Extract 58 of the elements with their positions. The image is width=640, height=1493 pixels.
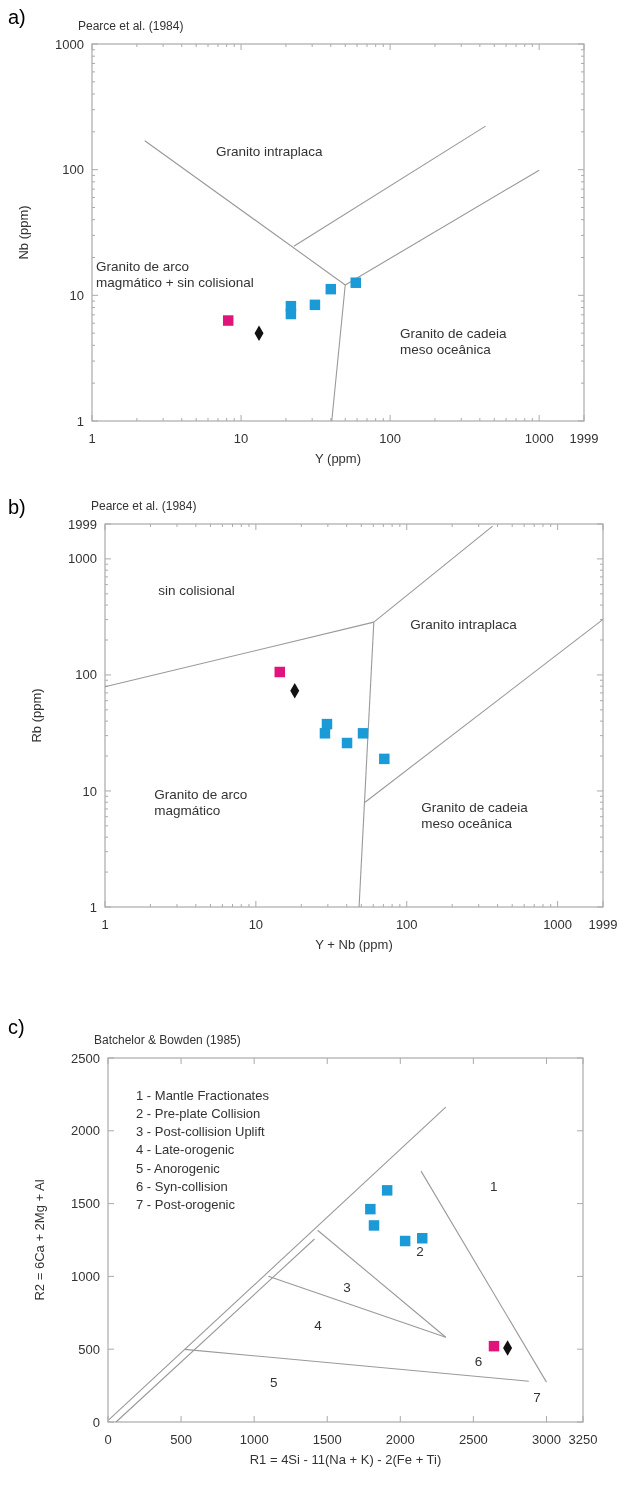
annotation: Granito de arco magmático xyxy=(154,786,248,818)
chart-title: a) xyxy=(8,6,26,28)
annotation: Granito de cadeia meso oceânica xyxy=(399,325,508,357)
chart-title: c) xyxy=(8,1016,25,1038)
y-tick-label: 1000 xyxy=(68,551,97,567)
x-axis-title: Y (ppm) xyxy=(315,451,361,466)
x-tick-label: 1999 xyxy=(569,431,599,446)
chart-subtitle: Batchelor & Bowden (1985) xyxy=(94,1033,241,1047)
annotation: sin colisional xyxy=(158,582,235,598)
y-tick-label: 1 xyxy=(76,413,84,429)
annotation: 5 xyxy=(270,1374,278,1390)
y-tick-label: 1000 xyxy=(71,1268,100,1284)
y-tick-label: 100 xyxy=(75,667,97,683)
x-tick-label: 500 xyxy=(170,1432,192,1447)
y-tick-label: 100 xyxy=(62,162,84,178)
x-axis-title: R1 = 4Si - 11(Na + K) - 2(Fe + Ti) xyxy=(249,1452,442,1467)
y-tick-label: 1999 xyxy=(68,516,97,532)
y-tick-label: 0 xyxy=(92,1414,100,1430)
y-tick-label: 10 xyxy=(82,783,97,799)
y-tick-label: 2500 xyxy=(71,1050,100,1066)
x-axis-title: Y + Nb (ppm) xyxy=(315,937,393,952)
x-tick-label: 100 xyxy=(379,431,401,446)
x-tick-label: 3000 xyxy=(532,1432,561,1447)
y-tick-label: 1500 xyxy=(71,1196,100,1212)
annotation: 1 xyxy=(489,1178,498,1194)
annotation: Granito intraplaca xyxy=(215,144,324,160)
annotation: Granito de cadeia meso oceânica xyxy=(421,799,529,831)
chart-title: b) xyxy=(8,496,26,518)
y-axis-title: Nb (ppm) xyxy=(16,205,31,260)
x-tick-label: 0 xyxy=(104,1432,112,1447)
y-tick-label: 1000 xyxy=(55,36,84,52)
y-tick-label: 1 xyxy=(89,899,97,915)
y-tick-label: 10 xyxy=(69,287,84,303)
x-tick-label: 3250 xyxy=(568,1432,598,1447)
chart-subtitle: Pearce et al. (1984) xyxy=(78,19,184,33)
annotation: 6 xyxy=(474,1353,483,1369)
x-tick-label: 10 xyxy=(248,917,264,932)
x-tick-label: 100 xyxy=(395,917,418,932)
annotation: 7 xyxy=(533,1389,541,1405)
y-axis-title: R2 = 6Ca + 2Mg + Al xyxy=(32,1179,47,1301)
x-tick-label: 1000 xyxy=(524,431,554,446)
annotation: 4 xyxy=(314,1317,323,1333)
x-tick-label: 10 xyxy=(233,431,249,446)
x-tick-label: 1500 xyxy=(312,1432,342,1447)
annotation: Granito de arco magmático + sin colisional xyxy=(95,258,254,291)
y-axis-title: Rb (ppm) xyxy=(29,688,44,743)
x-tick-label: 1000 xyxy=(239,1432,269,1447)
y-tick-label: 2000 xyxy=(71,1123,100,1139)
annotation: 1 - Mantle Fractionates 2 - Pre-plate Collision 3 - Post-collision Uplift 4 - Late-orogenic 5 - Anorogenic 6 - Syn-collision 7 - Post-orogenic xyxy=(136,1087,270,1213)
annotation: 2 xyxy=(416,1244,424,1260)
annotation: Granito intraplaca xyxy=(410,616,518,632)
y-tick-label: 500 xyxy=(78,1341,100,1357)
x-tick-label: 2500 xyxy=(458,1432,488,1447)
x-tick-label: 1999 xyxy=(588,917,618,932)
x-tick-label: 1000 xyxy=(543,917,573,932)
annotation: 3 xyxy=(343,1280,351,1296)
x-tick-label: 2000 xyxy=(385,1432,415,1447)
chart-subtitle: Pearce et al. (1984) xyxy=(91,499,197,513)
